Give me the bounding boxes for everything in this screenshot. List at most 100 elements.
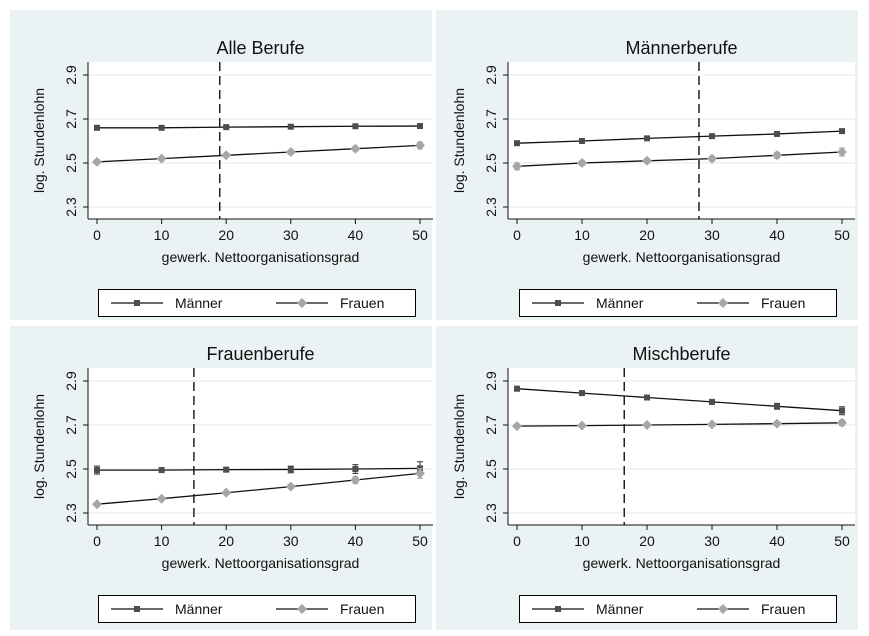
- data-point: [94, 467, 100, 474]
- data-point: [514, 385, 520, 392]
- data-point: [644, 394, 650, 401]
- data-point: [285, 147, 296, 157]
- series-line: [97, 467, 421, 471]
- data-point: [644, 135, 650, 142]
- y-axis-label: log. Stundenlohn: [451, 394, 467, 499]
- y-tick-label: 2.5: [63, 459, 79, 479]
- x-tick-label: 0: [513, 227, 521, 243]
- data-point: [642, 420, 652, 430]
- legend-label: Männer: [175, 601, 223, 617]
- x-tick-label: 30: [704, 227, 720, 243]
- data-point: [709, 398, 715, 405]
- data-point: [350, 143, 361, 154]
- legend-swatch: [111, 300, 163, 306]
- x-tick-label: 0: [513, 533, 521, 549]
- x-tick-label: 20: [218, 227, 234, 243]
- chart-title: Alle Berufe: [216, 38, 304, 58]
- data-point: [707, 419, 717, 430]
- series-maenner: [514, 128, 845, 147]
- data-point: [839, 128, 845, 135]
- legend-label: Männer: [175, 295, 223, 311]
- chart-title: Männerberufe: [625, 38, 737, 58]
- chart-panel-2: 2.3 2.5 2.7 2.9 0 10 20 30 40 50 Männerberufe gewer…: [436, 10, 858, 320]
- data-point: [350, 475, 361, 485]
- data-point: [512, 161, 522, 172]
- x-tick-label: 50: [412, 533, 428, 549]
- x-tick-label: 0: [93, 533, 101, 549]
- y-tick-label: 2.9: [483, 371, 499, 391]
- data-point: [417, 123, 423, 130]
- data-point: [579, 138, 585, 144]
- x-axis-label: gewerk. Nettoorganisationsgrad: [583, 249, 781, 265]
- data-point: [579, 390, 585, 397]
- chart-panel-4: 2.3 2.5 2.7 2.9 0 10 20 30 40 50 Mischberufe gewerk…: [436, 326, 858, 630]
- legend-label: Männer: [596, 295, 644, 311]
- chart-panel-1: 2.3 2.5 2.7 2.9 0 10 20 30 40 50 Alle Berufe gewerk…: [10, 10, 433, 320]
- series-line: [516, 388, 843, 412]
- y-tick-label: 2.5: [483, 153, 499, 173]
- data-point: [94, 124, 100, 131]
- x-tick-label: 20: [218, 533, 234, 549]
- data-point: [837, 147, 847, 157]
- plot-area: [508, 62, 855, 219]
- x-axis-label: gewerk. Nettoorganisationsgrad: [583, 555, 781, 571]
- legend: Männer Frauen: [98, 289, 416, 317]
- series-maenner: [514, 385, 845, 416]
- x-axis-label: gewerk. Nettoorganisationsgrad: [162, 249, 360, 265]
- data-point: [772, 150, 782, 161]
- y-axis-label: log. Stundenlohn: [31, 88, 47, 193]
- legend-label: Frauen: [340, 601, 385, 617]
- chart-title: Mischberufe: [632, 344, 730, 364]
- series-frauen: [512, 147, 847, 172]
- data-point: [221, 487, 232, 498]
- legend-item: Männer: [532, 290, 643, 316]
- plot-area: [508, 368, 855, 525]
- data-point: [709, 133, 715, 140]
- data-point: [415, 140, 425, 151]
- y-axis-label: log. Stundenlohn: [451, 88, 467, 193]
- x-tick-label: 10: [154, 533, 170, 549]
- data-point: [158, 124, 165, 131]
- y-tick-label: 2.3: [63, 197, 79, 217]
- data-point: [223, 124, 230, 131]
- legend-item: Männer: [111, 596, 222, 622]
- x-axis-label: gewerk. Nettoorganisationsgrad: [162, 555, 360, 571]
- data-point: [156, 493, 167, 504]
- data-point: [642, 155, 652, 166]
- data-point: [514, 140, 520, 147]
- series-line: [96, 144, 421, 163]
- legend: Männer Frauen: [519, 595, 837, 623]
- x-tick-label: 40: [348, 533, 364, 549]
- series-maenner: [94, 461, 423, 476]
- legend-swatch: [697, 604, 749, 614]
- x-tick-label: 50: [412, 227, 428, 243]
- y-tick-label: 2.3: [63, 503, 79, 523]
- chart-panel-3: 2.3 2.5 2.7 2.9 0 10 20 30 40 50 Frauenberufe gewer…: [10, 326, 433, 630]
- legend-label: Frauen: [761, 295, 806, 311]
- plot-area: [88, 62, 433, 219]
- series-frauen: [92, 140, 425, 167]
- data-point: [287, 466, 294, 473]
- legend-swatch: [697, 298, 749, 308]
- series-frauen: [512, 417, 847, 432]
- data-point: [774, 130, 780, 137]
- y-axis-label: log. Stundenlohn: [31, 394, 47, 499]
- data-point: [92, 156, 102, 167]
- data-point: [512, 421, 522, 432]
- series-line: [96, 472, 421, 505]
- data-point: [352, 123, 359, 130]
- data-point: [774, 403, 780, 410]
- legend-label: Frauen: [340, 295, 385, 311]
- x-tick-label: 30: [283, 227, 299, 243]
- legend-item: Frauen: [697, 290, 805, 316]
- legend-swatch: [111, 606, 163, 612]
- data-point: [287, 123, 294, 130]
- y-tick-label: 2.5: [63, 153, 79, 173]
- legend-item: Männer: [532, 596, 643, 622]
- x-tick-label: 10: [574, 227, 590, 243]
- y-tick-label: 2.3: [483, 197, 499, 217]
- y-tick-label: 2.3: [483, 503, 499, 523]
- data-point: [577, 158, 587, 168]
- x-tick-label: 20: [639, 227, 655, 243]
